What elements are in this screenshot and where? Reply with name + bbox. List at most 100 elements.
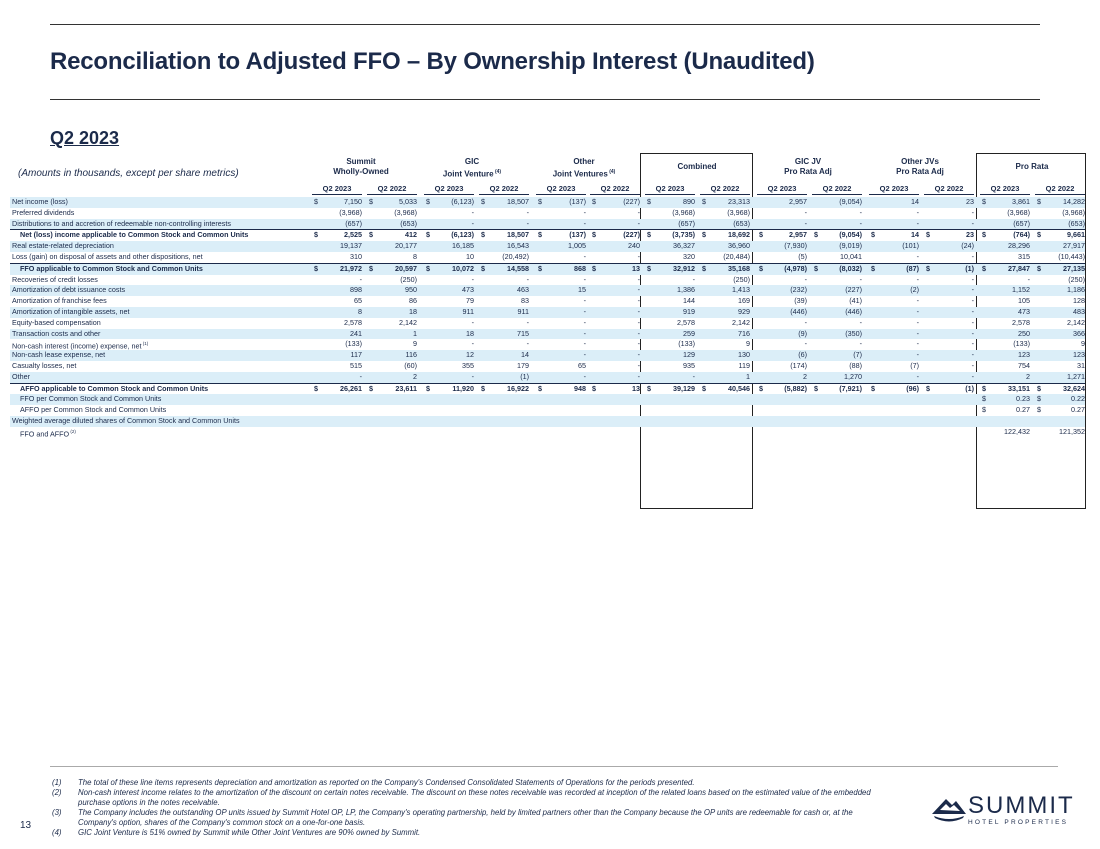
table-cell: 18	[466, 328, 474, 338]
table-cell: (39)	[794, 296, 807, 306]
dollar-sign: $	[702, 263, 706, 273]
table-cell: 366	[1073, 328, 1085, 338]
table-cell: 3,861	[1012, 197, 1030, 206]
table-cell: 36,327	[673, 241, 695, 251]
table-cell: -	[916, 251, 919, 261]
table-cell: (250)	[400, 274, 417, 284]
dollar-sign: $	[426, 263, 430, 273]
table-cell: 911	[517, 306, 529, 316]
dollar-sign: $	[369, 263, 373, 273]
table-cell: 36,960	[728, 241, 750, 251]
table-cell: 86	[409, 296, 417, 306]
table-cell: -	[971, 371, 974, 381]
table-cell: 515	[350, 360, 362, 370]
table-cell: (7)	[910, 360, 919, 370]
table-cell: -	[859, 317, 862, 327]
table-cell: 128	[1073, 296, 1085, 306]
column-header: Q2 2022	[812, 184, 862, 195]
table-cell: 868	[574, 263, 586, 273]
table-cell: (227)	[845, 285, 862, 295]
table-cell: (9)	[798, 328, 807, 338]
table-cell: (657)	[1013, 218, 1030, 228]
dollar-sign: $	[369, 197, 373, 206]
row-label-text: Recoveries of credit losses	[12, 274, 98, 284]
row-label: Amortization of intangible assets, net	[12, 307, 129, 318]
dollar-sign: $	[426, 230, 430, 240]
table-cell: 890	[683, 197, 695, 206]
table-cell: 935	[683, 360, 695, 370]
table-cell: 473	[462, 285, 474, 295]
table-cell: (137)	[569, 197, 586, 206]
dollar-sign: $	[926, 263, 930, 273]
table-cell: 7,150	[344, 197, 362, 206]
table-cell: 129	[683, 350, 695, 360]
table-cell: 2	[803, 371, 807, 381]
table-cell: 117	[350, 350, 362, 360]
table-cell: -	[583, 339, 586, 349]
table-cell: 10,041	[840, 251, 862, 261]
dollar-sign: $	[1037, 394, 1041, 404]
footnote: (2) Non-cash interest income relates to t…	[52, 788, 892, 808]
row-label-text: AFFO applicable to Common Stock and Comm…	[20, 383, 209, 393]
table-cell: -	[583, 317, 586, 327]
table-cell: (232)	[790, 285, 807, 295]
table-cell: -	[637, 360, 640, 370]
column-group-header: Pro Rata	[982, 162, 1082, 172]
table-cell: 1,152	[1012, 285, 1030, 295]
table-row: FFO applicable to Common Stock and Commo…	[10, 263, 1085, 275]
table-cell: -	[637, 296, 640, 306]
table-cell: 315	[1018, 251, 1030, 261]
dollar-sign: $	[759, 383, 763, 393]
table-cell: 28,296	[1008, 241, 1030, 251]
table-row: FFO per Common Stock and Common Units $0.…	[10, 394, 1085, 406]
dollar-sign: $	[871, 263, 875, 273]
table-cell: 14	[911, 230, 919, 240]
table-cell: -	[1027, 274, 1030, 284]
table-cell: (764)	[1013, 230, 1030, 240]
dollar-sign: $	[647, 230, 651, 240]
dollar-sign: $	[1037, 197, 1041, 206]
table-cell: -	[526, 207, 529, 217]
table-cell: (3,735)	[672, 230, 695, 240]
table-cell: -	[526, 218, 529, 228]
row-label-text: Amortization of debt issuance costs	[12, 285, 126, 295]
table-cell: -	[637, 317, 640, 327]
table-cell: (657)	[345, 218, 362, 228]
row-label: Amortization of franchise fees	[12, 296, 107, 307]
dollar-sign: $	[481, 197, 485, 206]
row-label: Real estate-related depreciation	[12, 241, 114, 252]
table-cell: 9,661	[1067, 230, 1085, 240]
table-cell: -	[971, 274, 974, 284]
table-cell: 144	[683, 296, 695, 306]
table-cell: 8	[413, 251, 417, 261]
table-cell: 320	[683, 251, 695, 261]
dollar-sign: $	[1037, 230, 1041, 240]
table-cell: -	[971, 207, 974, 217]
table-cell: 14	[521, 350, 529, 360]
table-cell: 14	[911, 197, 919, 206]
dollar-sign: $	[1037, 383, 1041, 393]
table-cell: 19,137	[340, 241, 362, 251]
dollar-sign: $	[759, 230, 763, 240]
column-header: Q2 2023	[312, 184, 362, 195]
table-cell: 1	[413, 328, 417, 338]
table-cell: 179	[517, 360, 529, 370]
group-header-line1: GIC JV	[794, 157, 822, 166]
table-cell: (250)	[733, 274, 750, 284]
table-cell: 2	[413, 371, 417, 381]
dollar-sign: $	[426, 197, 430, 206]
table-cell: 9	[746, 339, 750, 349]
table-cell: 12	[466, 350, 474, 360]
table-cell: -	[583, 251, 586, 261]
table-cell: -	[692, 274, 695, 284]
table-cell: 2,957	[789, 197, 807, 206]
table-row: Weighted average diluted shares of Commo…	[10, 415, 1085, 427]
dollar-sign: $	[871, 383, 875, 393]
dollar-sign: $	[982, 394, 986, 404]
reconciliation-table: Net income (loss) $7,150 $5,033 $ (6,123) $18…	[10, 197, 1085, 438]
table-cell: -	[471, 218, 474, 228]
dollar-sign: $	[592, 383, 596, 393]
table-cell: (6,123)	[451, 197, 474, 206]
table-cell: 911	[462, 306, 474, 316]
table-cell: 241	[350, 328, 362, 338]
